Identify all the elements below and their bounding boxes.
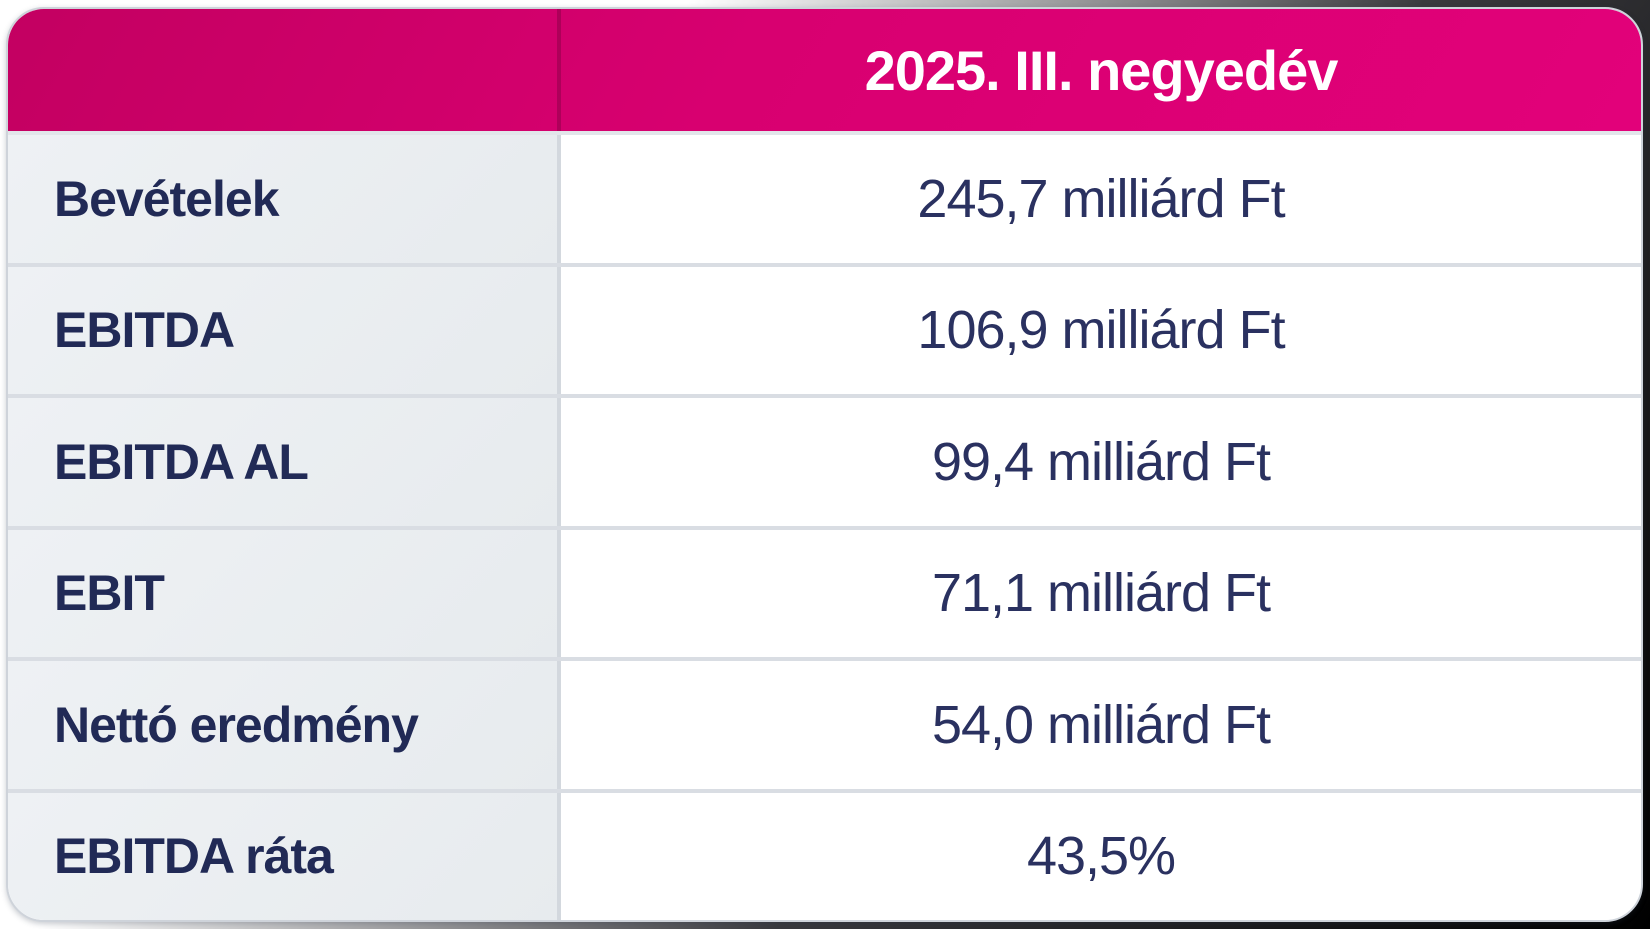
table-body: Bevételek 245,7 milliárd Ft EBITDA 106,9… bbox=[8, 131, 1641, 920]
row-label-cell: EBITDA ráta bbox=[8, 792, 561, 920]
metric-value: 106,9 milliárd Ft bbox=[917, 300, 1285, 361]
table-row: EBITDA AL 99,4 milliárd Ft bbox=[8, 394, 1641, 526]
row-label-cell: EBITDA AL bbox=[8, 398, 561, 526]
metric-label: EBIT bbox=[54, 565, 165, 622]
metric-label: EBITDA AL bbox=[54, 433, 309, 490]
metric-value: 54,0 milliárd Ft bbox=[931, 694, 1271, 755]
metric-label: EBITDA ráta bbox=[54, 828, 334, 885]
row-label-cell: Bevételek bbox=[8, 135, 561, 263]
metric-value: 71,1 milliárd Ft bbox=[931, 563, 1271, 624]
metric-value: 99,4 milliárd Ft bbox=[931, 431, 1271, 492]
row-value-cell: 54,0 milliárd Ft bbox=[561, 661, 1641, 789]
metric-value: 245,7 milliárd Ft bbox=[917, 168, 1285, 229]
table-row: EBITDA 106,9 milliárd Ft bbox=[8, 262, 1641, 394]
row-label-cell: Nettó eredmény bbox=[8, 661, 561, 789]
row-value-cell: 106,9 milliárd Ft bbox=[561, 266, 1641, 394]
metric-label: Nettó eredmény bbox=[54, 696, 419, 753]
row-value-cell: 71,1 milliárd Ft bbox=[561, 529, 1641, 657]
row-value-cell: 245,7 milliárd Ft bbox=[561, 135, 1641, 263]
row-label-cell: EBIT bbox=[8, 529, 561, 657]
metric-label: Bevételek bbox=[54, 170, 279, 227]
table-row: Bevételek 245,7 milliárd Ft bbox=[8, 131, 1641, 263]
table-header-row: 2025. III. negyedév bbox=[8, 9, 1641, 131]
row-value-cell: 99,4 milliárd Ft bbox=[561, 398, 1641, 526]
metric-label: EBITDA bbox=[54, 302, 235, 359]
period-title: 2025. III. negyedév bbox=[864, 38, 1339, 102]
table-row: EBIT 71,1 milliárd Ft bbox=[8, 525, 1641, 657]
row-value-cell: 43,5% bbox=[561, 792, 1641, 920]
metric-value: 43,5% bbox=[1026, 826, 1176, 887]
row-label-cell: EBITDA bbox=[8, 266, 561, 394]
results-table-card: 2025. III. negyedév Bevételek 245,7 mill… bbox=[6, 7, 1643, 922]
header-empty-cell bbox=[8, 9, 561, 131]
header-period-cell: 2025. III. negyedév bbox=[561, 9, 1641, 131]
table-row: EBITDA ráta 43,5% bbox=[8, 788, 1641, 920]
table-row: Nettó eredmény 54,0 milliárd Ft bbox=[8, 657, 1641, 789]
